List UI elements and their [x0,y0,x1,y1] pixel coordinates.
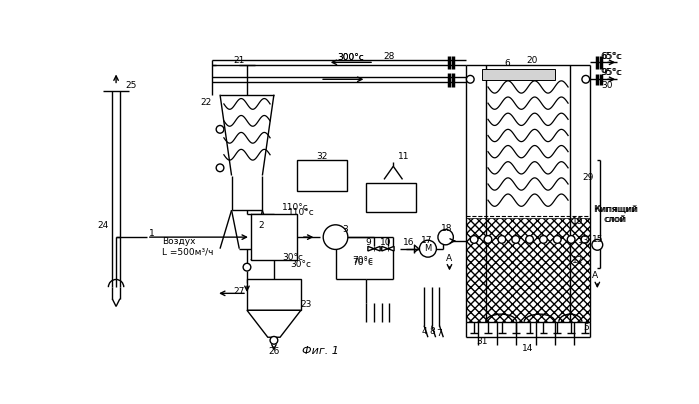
Polygon shape [382,246,394,251]
Text: 17: 17 [421,236,432,246]
Text: 32: 32 [316,152,327,161]
Bar [297,160,347,191]
Circle shape [438,229,454,245]
Text: 8: 8 [429,327,435,337]
Circle shape [526,236,533,243]
Text: 9: 9 [365,238,370,247]
Text: А: А [447,254,452,263]
Circle shape [419,240,436,257]
Text: 70°с: 70°с [352,258,373,267]
Text: 29: 29 [582,173,593,182]
Text: Воздух
L =500м³/ч: Воздух L =500м³/ч [162,238,214,257]
Text: 110°с: 110°с [287,208,315,217]
Text: 18: 18 [442,224,453,233]
Text: 2: 2 [258,221,264,230]
Text: 70°с: 70°с [352,256,373,265]
Text: 95°с: 95°с [600,68,621,77]
Text: 110°с: 110°с [282,202,309,212]
Circle shape [592,240,603,250]
Text: 300°с: 300°с [338,53,364,62]
Text: Кипящий
слой: Кипящий слой [594,204,637,224]
Text: 3: 3 [342,225,347,234]
Text: А: А [592,271,598,280]
Text: Кипящий
слой: Кипящий слой [593,204,637,224]
Text: 22: 22 [201,98,212,107]
Circle shape [581,236,589,243]
Text: 65°с: 65°с [601,52,622,61]
Text: 25: 25 [125,81,136,90]
Circle shape [540,236,547,243]
Text: 23: 23 [301,301,312,309]
Text: 12: 12 [572,256,584,265]
Text: 30°с: 30°с [290,260,311,269]
Text: 7: 7 [437,329,442,338]
Text: 26: 26 [268,347,280,356]
Text: 27: 27 [233,286,245,296]
Circle shape [270,337,278,344]
Bar [251,214,297,260]
Text: 16: 16 [403,238,415,247]
Text: 95°с: 95°с [601,68,622,77]
Bar [366,183,417,213]
Text: 20: 20 [526,56,538,65]
Text: 24: 24 [97,221,108,230]
Polygon shape [368,246,380,251]
Circle shape [243,263,251,271]
Text: 28: 28 [384,52,395,61]
Polygon shape [247,310,301,337]
Circle shape [582,76,590,83]
Text: 21: 21 [233,55,245,65]
Circle shape [554,236,561,243]
Circle shape [216,164,224,172]
Circle shape [568,236,575,243]
Circle shape [466,76,474,83]
Text: 19: 19 [572,217,584,226]
Text: 30°с: 30°с [282,253,303,263]
Circle shape [470,236,478,243]
Text: 10: 10 [380,238,391,247]
Bar [466,218,590,322]
Bar [482,69,555,80]
Text: 1: 1 [150,229,155,238]
Text: 4: 4 [422,327,428,337]
Text: 14: 14 [522,344,534,353]
Text: 15: 15 [591,235,603,244]
Text: 13: 13 [577,236,589,246]
Circle shape [512,236,519,243]
Text: 6: 6 [505,59,510,68]
Text: Фиг. 1: Фиг. 1 [302,346,338,356]
Circle shape [323,225,348,249]
Circle shape [498,236,505,243]
Circle shape [216,126,224,133]
Text: 65°с: 65°с [600,52,621,61]
Text: 31: 31 [476,337,488,345]
Circle shape [484,236,492,243]
Text: М: М [424,244,431,253]
Text: 11: 11 [398,152,409,161]
Text: 5: 5 [583,323,589,332]
Text: 300°с: 300°с [338,53,364,62]
Text: 30: 30 [601,81,612,90]
Bar [247,280,301,310]
